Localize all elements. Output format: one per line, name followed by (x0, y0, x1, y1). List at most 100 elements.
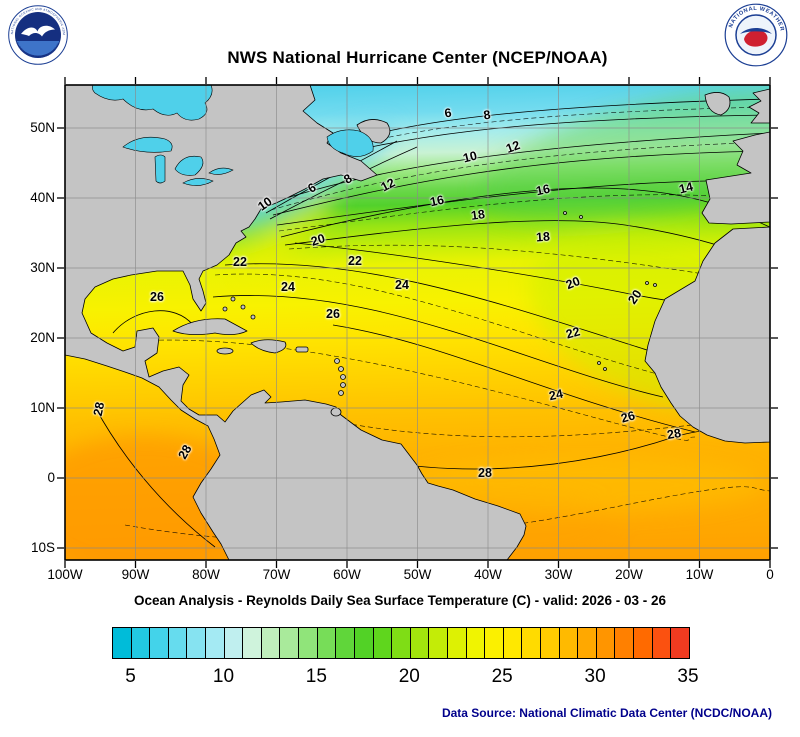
land-bahamas (250, 314, 256, 320)
land-canaries (645, 281, 649, 285)
colorbar-cell (522, 628, 541, 658)
gulf-of-st-lawrence (326, 129, 374, 157)
land-britain (748, 88, 770, 124)
land-bahamas (240, 304, 246, 310)
colorbar-tick-label: 30 (584, 666, 606, 687)
axis-ticks (57, 77, 778, 568)
y-axis-label: 10N (30, 400, 55, 415)
hudson-bay (92, 85, 213, 121)
land-canaries (653, 283, 657, 287)
colorbar-cell (336, 628, 354, 658)
y-axis-label: 40N (30, 190, 55, 205)
colorbar-cell (596, 628, 615, 658)
land-masses (65, 85, 770, 560)
colorbar-cell (187, 628, 206, 658)
colorbar-cell (410, 628, 429, 658)
colorbar-cell (447, 628, 466, 658)
map-caption: Ocean Analysis - Reynolds Daily Sea Surf… (134, 593, 666, 608)
lake-michigan (154, 154, 166, 184)
y-axis-label: 0 (47, 470, 55, 485)
colorbar-cell (280, 628, 299, 658)
page-title: NWS National Hurricane Center (NCEP/NOAA… (227, 48, 608, 67)
land-africa (644, 226, 770, 444)
land-bahamas (230, 296, 236, 302)
latitude-axis: 50N 40N 30N 20N 10N 0 10S (0, 85, 58, 560)
land-bahamas (222, 306, 228, 312)
x-axis-label: 70W (262, 567, 291, 582)
x-axis-label: 80W (192, 567, 220, 582)
land-azores (563, 211, 567, 215)
colorbar-labels: 5 10 15 20 25 30 35 (112, 666, 698, 690)
y-axis-label: 20N (30, 330, 55, 345)
land-jamaica (216, 347, 234, 355)
colorbar-cell (615, 628, 634, 658)
lake-ontario (208, 167, 234, 175)
colorbar-cell (671, 628, 689, 658)
y-axis-label: 10S (30, 540, 55, 555)
colorbar-tick-label: 35 (677, 666, 699, 687)
y-axis-label: 30N (30, 260, 55, 275)
colorbar-cell (485, 628, 503, 658)
colorbar-cell (392, 628, 410, 658)
lake-huron (174, 155, 204, 176)
colorbar-cell (150, 628, 168, 658)
noaa-emblem-sea (16, 41, 60, 56)
land-cape-verde (603, 367, 607, 371)
lat-lon-grid (65, 85, 770, 560)
x-axis-label: 20W (615, 567, 643, 582)
colorbar-tick-label: 25 (491, 666, 513, 687)
colorbar-tick-label: 5 (125, 666, 136, 687)
nws-bird-icon (740, 28, 772, 34)
lake-erie (182, 178, 214, 186)
colorbar-cell (113, 628, 131, 658)
colorbar-cell (131, 628, 150, 658)
colorbar-cell (206, 628, 224, 658)
longitude-axis: 100W 90W 80W 70W 60W 50W 40W 30W 20W 10W 0 (47, 565, 773, 585)
colorbar-cell (224, 628, 243, 658)
colorbar-cell (634, 628, 652, 658)
x-axis-label: 60W (333, 567, 361, 582)
land-trinidad (330, 407, 342, 417)
isotherms-dashed (124, 106, 770, 542)
land-puerto-rico (295, 346, 309, 353)
land-cape-verde (597, 361, 601, 365)
sst-map (55, 75, 780, 570)
colorbar-tick-label: 20 (398, 666, 420, 687)
x-axis-label: 30W (544, 567, 573, 582)
land-cuba (172, 318, 248, 335)
land-hispaniola (250, 339, 287, 354)
colorbar-tick-label: 10 (212, 666, 235, 687)
colorbar-cell (299, 628, 317, 658)
x-axis-label: 40W (474, 567, 502, 582)
map-frame (64, 84, 771, 561)
nws-map-icon (744, 30, 768, 47)
land-iberia-france (701, 131, 770, 225)
colorbar-tick-label: 15 (305, 666, 327, 687)
x-axis-label: 90W (121, 567, 150, 582)
data-source: Data Source: National Climatic Data Cent… (441, 706, 772, 720)
colorbar-cell (652, 628, 671, 658)
x-axis-label: 50W (403, 567, 432, 582)
land-antilles (340, 382, 346, 388)
colorbar-cell (317, 628, 336, 658)
colorbar-cell (168, 628, 187, 658)
colorbar-cell (503, 628, 522, 658)
colorbar-cell (578, 628, 596, 658)
colorbar-cell (429, 628, 447, 658)
colorbar-cell (466, 628, 485, 658)
noaa-logo: NATIONAL OCEANIC AND ATMOSPHERIC ADMINIS… (8, 5, 68, 65)
colorbar-cell (354, 628, 373, 658)
colorbar-cell (261, 628, 280, 658)
land-antilles (334, 358, 340, 364)
noaa-seagull-icon (21, 25, 55, 37)
x-axis-label: 10W (685, 567, 714, 582)
colorbar-cell (541, 628, 559, 658)
land-ireland (704, 92, 731, 116)
colorbar-cell (559, 628, 578, 658)
land-azores (579, 215, 583, 219)
land-antilles (338, 366, 344, 372)
y-axis-label: 50N (30, 120, 55, 135)
temperature-colorbar (112, 627, 690, 659)
land-antilles (338, 390, 344, 396)
